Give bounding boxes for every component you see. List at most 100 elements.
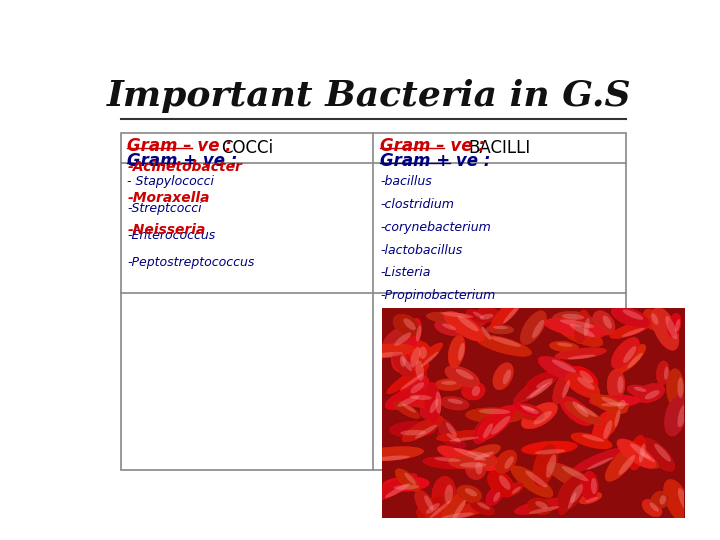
Text: -Streptcocci: -Streptcocci <box>127 202 202 215</box>
Ellipse shape <box>403 318 415 330</box>
Ellipse shape <box>493 326 508 329</box>
Ellipse shape <box>397 396 419 407</box>
Ellipse shape <box>582 434 604 442</box>
Ellipse shape <box>520 405 535 411</box>
Ellipse shape <box>392 353 415 378</box>
Ellipse shape <box>556 321 603 347</box>
Ellipse shape <box>643 309 661 330</box>
Ellipse shape <box>416 325 421 342</box>
Ellipse shape <box>385 483 410 498</box>
Text: -Propinobacterium: -Propinobacterium <box>380 289 495 302</box>
Ellipse shape <box>601 397 621 406</box>
Ellipse shape <box>474 451 494 461</box>
Ellipse shape <box>512 403 540 416</box>
Ellipse shape <box>560 319 594 328</box>
Ellipse shape <box>405 472 416 485</box>
Text: Gram + ve :: Gram + ve : <box>127 152 238 170</box>
Ellipse shape <box>436 430 490 441</box>
Ellipse shape <box>477 502 490 510</box>
Ellipse shape <box>456 485 482 502</box>
Ellipse shape <box>611 338 639 369</box>
Ellipse shape <box>465 488 477 496</box>
Ellipse shape <box>457 450 498 464</box>
Ellipse shape <box>593 310 615 335</box>
Ellipse shape <box>651 491 670 508</box>
Ellipse shape <box>402 352 426 389</box>
Ellipse shape <box>483 423 493 438</box>
Ellipse shape <box>603 315 612 329</box>
Ellipse shape <box>410 395 432 400</box>
Ellipse shape <box>436 418 459 444</box>
Ellipse shape <box>606 444 638 481</box>
Ellipse shape <box>562 380 570 398</box>
Ellipse shape <box>415 360 424 381</box>
Ellipse shape <box>446 422 456 436</box>
Ellipse shape <box>394 401 420 418</box>
Ellipse shape <box>400 355 406 367</box>
Ellipse shape <box>383 325 416 350</box>
Ellipse shape <box>472 322 492 347</box>
Ellipse shape <box>409 343 443 371</box>
Text: Important Bacteria in G.S: Important Bacteria in G.S <box>107 79 631 113</box>
Ellipse shape <box>466 408 523 423</box>
Ellipse shape <box>475 462 482 475</box>
Ellipse shape <box>521 310 546 345</box>
Text: -lactobacillus: -lactobacillus <box>380 244 462 256</box>
Ellipse shape <box>627 353 643 368</box>
Ellipse shape <box>400 375 429 397</box>
Ellipse shape <box>390 422 436 437</box>
Ellipse shape <box>432 476 456 511</box>
Ellipse shape <box>546 463 596 491</box>
Ellipse shape <box>584 318 590 336</box>
Ellipse shape <box>430 501 450 518</box>
Ellipse shape <box>557 475 586 510</box>
Ellipse shape <box>361 344 414 358</box>
Ellipse shape <box>528 506 559 514</box>
Ellipse shape <box>571 433 612 449</box>
Ellipse shape <box>562 466 588 481</box>
Ellipse shape <box>660 495 666 505</box>
Ellipse shape <box>528 498 552 515</box>
Ellipse shape <box>401 357 412 371</box>
Ellipse shape <box>391 350 408 372</box>
Ellipse shape <box>458 316 479 332</box>
Text: -Acinetobacter: -Acinetobacter <box>127 160 242 174</box>
Ellipse shape <box>420 392 441 418</box>
Ellipse shape <box>415 425 437 438</box>
Ellipse shape <box>435 379 463 390</box>
Text: -clostridium: -clostridium <box>380 198 454 211</box>
Ellipse shape <box>408 318 421 348</box>
Ellipse shape <box>487 325 513 334</box>
Ellipse shape <box>491 416 510 435</box>
Ellipse shape <box>642 500 662 517</box>
Ellipse shape <box>499 475 510 490</box>
Ellipse shape <box>525 470 547 488</box>
Ellipse shape <box>529 381 552 399</box>
Ellipse shape <box>580 370 593 383</box>
Ellipse shape <box>466 309 487 323</box>
Ellipse shape <box>449 454 497 469</box>
Ellipse shape <box>569 366 598 390</box>
Ellipse shape <box>639 443 646 463</box>
Ellipse shape <box>649 503 659 511</box>
Ellipse shape <box>552 360 576 373</box>
Ellipse shape <box>616 345 646 373</box>
Ellipse shape <box>514 498 570 515</box>
Ellipse shape <box>410 382 424 393</box>
Ellipse shape <box>622 328 645 337</box>
Ellipse shape <box>642 438 675 471</box>
Ellipse shape <box>462 381 485 400</box>
Ellipse shape <box>645 390 660 400</box>
Ellipse shape <box>438 431 465 449</box>
Ellipse shape <box>636 383 665 403</box>
Ellipse shape <box>549 341 579 352</box>
Ellipse shape <box>581 471 598 501</box>
Ellipse shape <box>473 416 495 444</box>
Ellipse shape <box>555 348 606 359</box>
Ellipse shape <box>453 500 466 519</box>
Ellipse shape <box>495 450 517 473</box>
Ellipse shape <box>617 439 656 468</box>
Ellipse shape <box>416 491 454 523</box>
Ellipse shape <box>560 396 593 426</box>
Ellipse shape <box>609 395 630 413</box>
